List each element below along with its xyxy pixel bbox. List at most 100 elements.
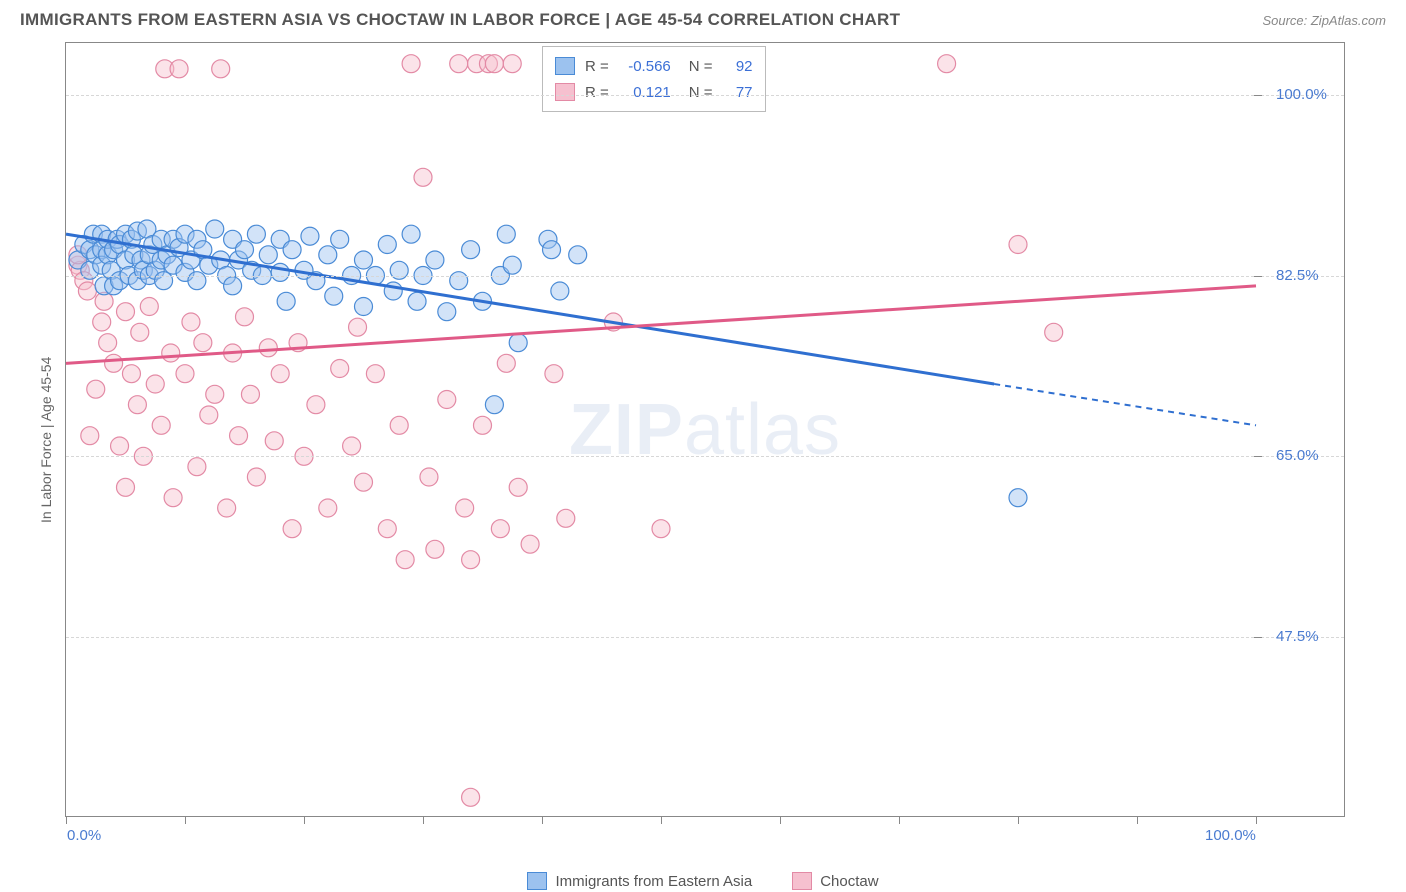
data-point-pink xyxy=(426,540,444,558)
data-point-pink xyxy=(259,339,277,357)
x-tick xyxy=(1256,816,1257,824)
data-point-blue xyxy=(390,261,408,279)
r-value-blue: -0.566 xyxy=(619,58,671,75)
data-point-pink xyxy=(497,354,515,372)
data-point-blue xyxy=(319,246,337,264)
header: IMMIGRANTS FROM EASTERN ASIA VS CHOCTAW … xyxy=(0,0,1406,42)
stats-row-blue: R = -0.566 N = 92 xyxy=(555,53,753,79)
trend-line-blue-extrapolated xyxy=(994,384,1256,425)
data-point-pink xyxy=(462,788,480,806)
data-point-pink xyxy=(414,168,432,186)
legend-item-pink: Choctaw xyxy=(792,872,878,890)
data-point-pink xyxy=(117,303,135,321)
data-point-pink xyxy=(87,380,105,398)
x-tick xyxy=(1018,816,1019,824)
swatch-blue-icon xyxy=(527,872,547,890)
data-point-blue xyxy=(462,241,480,259)
trend-line-blue xyxy=(66,234,994,384)
data-point-blue xyxy=(1009,489,1027,507)
data-point-pink xyxy=(99,334,117,352)
n-value-blue: 92 xyxy=(723,58,753,75)
data-point-pink xyxy=(188,458,206,476)
data-point-pink xyxy=(1009,236,1027,254)
data-point-pink xyxy=(152,416,170,434)
data-point-pink xyxy=(485,55,503,73)
data-point-pink xyxy=(557,509,575,527)
data-point-pink xyxy=(396,551,414,569)
y-tick-label: 82.5% xyxy=(1276,267,1319,284)
data-point-pink xyxy=(247,468,265,486)
r-label: R = xyxy=(585,58,609,75)
data-point-blue xyxy=(497,225,515,243)
x-tick xyxy=(1137,816,1138,824)
data-point-pink xyxy=(200,406,218,424)
x-tick xyxy=(780,816,781,824)
data-point-blue xyxy=(569,246,587,264)
x-tick xyxy=(899,816,900,824)
grid-line xyxy=(66,276,1344,277)
data-point-pink xyxy=(319,499,337,517)
data-point-pink xyxy=(474,416,492,434)
data-point-blue xyxy=(325,287,343,305)
data-point-pink xyxy=(212,60,230,78)
data-point-pink xyxy=(343,437,361,455)
stats-row-pink: R = 0.121 N = 77 xyxy=(555,79,753,105)
data-point-pink xyxy=(462,551,480,569)
grid-line xyxy=(66,456,1344,457)
data-point-blue xyxy=(355,251,373,269)
data-point-pink xyxy=(146,375,164,393)
data-point-pink xyxy=(164,489,182,507)
data-point-blue xyxy=(236,241,254,259)
x-tick xyxy=(423,816,424,824)
data-point-pink xyxy=(1045,323,1063,341)
data-point-pink xyxy=(194,334,212,352)
data-point-pink xyxy=(236,308,254,326)
data-point-blue xyxy=(450,272,468,290)
x-tick xyxy=(542,816,543,824)
data-point-blue xyxy=(224,277,242,295)
data-point-blue xyxy=(503,256,521,274)
data-point-blue xyxy=(438,303,456,321)
data-point-pink xyxy=(176,365,194,383)
data-point-blue xyxy=(277,292,295,310)
data-point-pink xyxy=(206,385,224,403)
legend-label-pink: Choctaw xyxy=(820,873,878,890)
data-point-blue xyxy=(283,241,301,259)
data-point-blue xyxy=(485,396,503,414)
data-point-blue xyxy=(301,227,319,245)
data-point-pink xyxy=(521,535,539,553)
data-point-blue xyxy=(426,251,444,269)
legend-item-blue: Immigrants from Eastern Asia xyxy=(527,872,752,890)
data-point-pink xyxy=(117,478,135,496)
x-tick xyxy=(661,816,662,824)
y-tick-label: 47.5% xyxy=(1276,628,1319,645)
data-point-pink xyxy=(545,365,563,383)
data-point-pink xyxy=(128,396,146,414)
swatch-pink xyxy=(555,83,575,101)
data-point-pink xyxy=(182,313,200,331)
data-point-blue xyxy=(509,334,527,352)
n-label: N = xyxy=(689,84,713,101)
x-tick-label: 100.0% xyxy=(1205,827,1256,844)
x-tick xyxy=(185,816,186,824)
data-point-pink xyxy=(265,432,283,450)
data-point-pink xyxy=(241,385,259,403)
data-point-pink xyxy=(283,520,301,538)
grid-line xyxy=(66,637,1344,638)
legend-label-blue: Immigrants from Eastern Asia xyxy=(555,873,752,890)
data-point-pink xyxy=(450,55,468,73)
r-value-pink: 0.121 xyxy=(619,84,671,101)
plot-region: ZIPatlas R = -0.566 N = 92 R = 0.121 N =… xyxy=(65,42,1345,817)
data-point-pink xyxy=(307,396,325,414)
data-point-blue xyxy=(247,225,265,243)
chart-title: IMMIGRANTS FROM EASTERN ASIA VS CHOCTAW … xyxy=(20,10,900,30)
data-point-pink xyxy=(355,473,373,491)
data-point-pink xyxy=(105,354,123,372)
data-point-blue xyxy=(259,246,277,264)
data-point-pink xyxy=(93,313,111,331)
data-point-pink xyxy=(652,520,670,538)
data-point-pink xyxy=(378,520,396,538)
data-point-pink xyxy=(938,55,956,73)
data-point-pink xyxy=(170,60,188,78)
data-point-pink xyxy=(503,55,521,73)
